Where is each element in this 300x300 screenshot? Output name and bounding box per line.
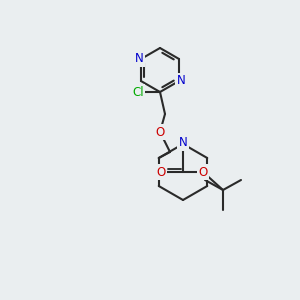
Text: O: O: [155, 125, 165, 139]
Text: O: O: [198, 166, 208, 178]
Text: N: N: [135, 52, 143, 65]
Text: O: O: [156, 166, 166, 178]
Text: Cl: Cl: [132, 85, 144, 98]
Text: N: N: [178, 136, 188, 149]
Text: N: N: [177, 74, 185, 88]
